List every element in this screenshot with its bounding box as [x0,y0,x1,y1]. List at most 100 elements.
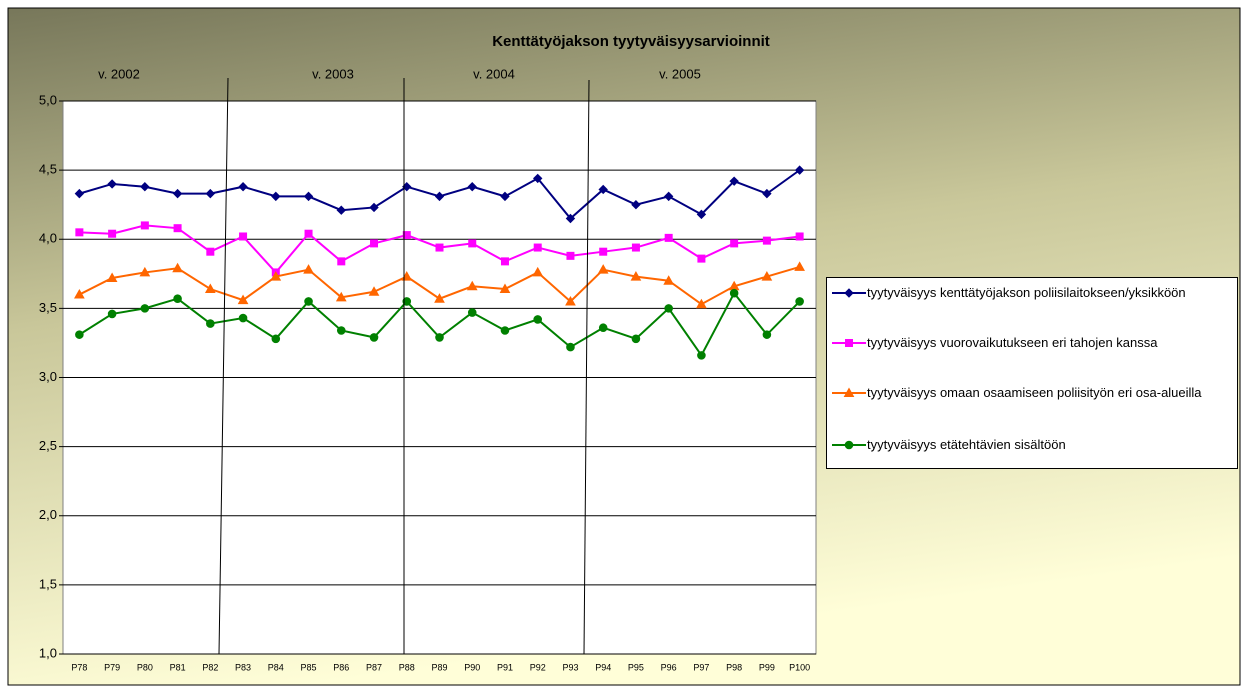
x-tick-label: P100 [789,662,810,672]
marker [794,261,805,271]
marker [435,333,444,342]
marker [140,182,150,192]
marker [664,304,673,313]
marker [173,294,182,303]
marker [335,291,347,302]
marker [172,262,183,273]
marker [205,188,216,199]
legend-item: tyytyväisyys omaan osaamiseen poliisityö… [831,384,1237,401]
x-tick-label: P91 [497,662,513,672]
marker [106,272,118,282]
marker [75,330,84,339]
marker [108,229,117,238]
marker [238,313,248,323]
marker [499,283,511,294]
marker [107,309,117,319]
x-tick-label: P99 [759,662,775,672]
marker [597,264,609,274]
marker [533,173,543,184]
marker [434,293,445,303]
marker [204,283,216,294]
marker [795,232,804,241]
marker [696,209,707,220]
marker [107,179,117,189]
marker [435,243,444,252]
x-tick-label: P95 [628,662,644,672]
legend-label: tyytyväisyys kenttätyöjakson poliisilait… [867,285,1186,300]
x-tick-label: P81 [170,662,186,672]
x-tick-label: P78 [71,662,87,672]
marker [762,188,772,199]
marker [304,229,313,238]
x-tick-label: P90 [464,662,480,672]
y-tick-label: 4,5 [39,162,57,177]
legend-swatch [832,288,866,298]
marker [795,297,804,306]
marker [500,257,509,266]
marker [369,202,379,213]
marker [74,289,85,299]
x-tick-label: P82 [202,662,218,672]
marker [844,288,854,298]
marker [270,271,282,281]
legend-swatch [832,440,866,450]
marker [566,342,575,352]
annotation: v. 2005 [659,66,701,81]
x-tick-label: P92 [530,662,546,672]
x-tick-label: P88 [399,662,415,672]
marker [467,308,477,317]
x-tick-label: P98 [726,662,742,672]
marker [566,251,575,260]
y-tick-label: 3,5 [39,300,57,315]
marker [468,239,477,248]
marker [237,294,249,305]
marker [467,182,477,192]
marker [271,191,281,202]
marker [630,271,642,281]
marker [402,297,412,306]
marker [434,191,445,202]
marker [794,165,805,175]
marker [140,304,150,313]
marker [631,243,640,252]
y-tick-label: 2,5 [39,438,57,453]
marker [402,231,411,240]
chart-title: Kenttätyöjakson tyytyväisyysarvioinnit [492,33,770,50]
marker [173,224,182,233]
marker [238,182,248,192]
x-tick-label: P80 [137,662,153,672]
marker [239,232,248,241]
x-tick-label: P94 [595,662,611,672]
marker [598,184,608,195]
marker [337,257,346,266]
y-tick-label: 1,5 [39,576,57,591]
divider-line [218,77,229,655]
marker [730,239,739,248]
marker [696,298,707,309]
legend-label: tyytyväisyys omaan osaamiseen poliisityö… [867,385,1202,400]
y-tick-label: 3,0 [39,369,57,384]
marker [663,191,674,202]
marker [533,243,542,252]
marker [206,247,215,256]
marker [697,351,706,360]
marker [500,326,510,335]
marker [172,188,183,199]
x-tick-label: P84 [268,662,284,672]
marker [206,319,215,328]
marker [500,191,510,202]
legend-swatch [832,339,866,347]
marker [75,228,84,237]
marker [631,199,641,210]
marker [369,333,379,342]
marker [599,247,608,256]
y-tick-label: 4,0 [39,231,57,246]
x-tick-label: P93 [562,662,578,672]
marker [140,221,149,230]
marker [533,315,543,324]
annotation: v. 2003 [312,66,354,81]
marker [368,286,380,296]
divider-line [583,79,590,655]
marker [336,205,346,215]
